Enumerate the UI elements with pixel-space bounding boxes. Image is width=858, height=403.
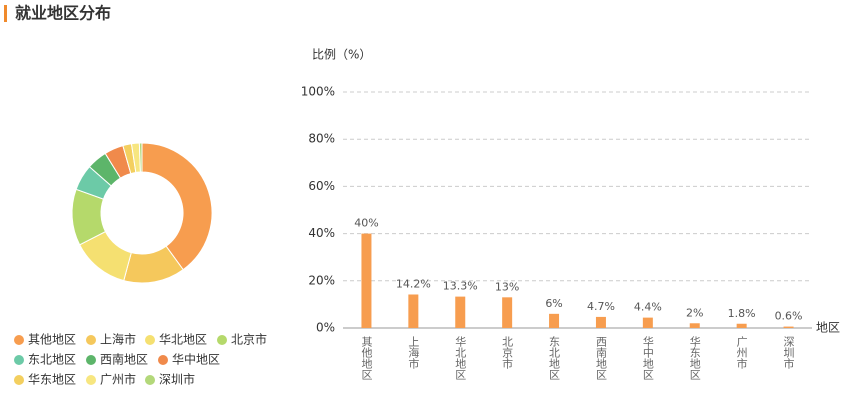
bar — [689, 323, 700, 328]
y-tick-label: 20% — [308, 273, 335, 287]
value-label: 2% — [686, 306, 703, 319]
legend-swatch — [158, 355, 168, 365]
y-tick-label: 40% — [308, 226, 335, 240]
value-label: 13% — [495, 280, 519, 293]
legend-label: 深圳市 — [159, 372, 195, 387]
pie-slice — [138, 142, 143, 173]
legend-label: 东北地区 — [28, 353, 76, 367]
value-label: 6% — [545, 297, 562, 310]
legend-label: 其他地区 — [28, 333, 76, 347]
x-tick-label: 东北地区 — [548, 336, 561, 380]
legend-swatch — [145, 375, 155, 385]
value-label: 14.2% — [396, 277, 431, 290]
y-axis-title: 比例（%） — [312, 48, 371, 62]
bar — [642, 317, 653, 328]
x-tick-label: 上海市 — [407, 336, 420, 370]
y-tick-label: 100% — [301, 85, 335, 99]
legend-label: 华中地区 — [172, 352, 220, 367]
title-accent — [4, 5, 7, 22]
value-label: 1.8% — [728, 307, 756, 320]
legend-swatch — [217, 335, 227, 345]
x-tick-label: 西南地区 — [594, 336, 607, 380]
legend-swatch — [145, 335, 155, 345]
bar — [549, 313, 560, 328]
legend-label: 华北地区 — [159, 333, 207, 347]
pie-slice — [141, 142, 213, 271]
legend-swatch — [86, 335, 96, 345]
x-tick-label: 华东地区 — [688, 335, 701, 380]
legend-label: 西南地区 — [100, 352, 148, 367]
bar — [408, 294, 419, 328]
value-label: 13.3% — [443, 280, 478, 293]
bar — [783, 326, 794, 328]
x-tick-label: 北京市 — [501, 336, 514, 370]
value-label: 4.4% — [634, 301, 662, 314]
legend-label: 北京市 — [231, 332, 267, 347]
bar — [455, 296, 466, 328]
x-tick-label: 广州市 — [735, 336, 748, 370]
legend-label: 华东地区 — [28, 373, 76, 387]
y-tick-label: 0% — [316, 321, 335, 335]
legend-swatch — [14, 335, 24, 345]
legend-label: 广州市 — [100, 372, 136, 387]
value-label: 40% — [354, 217, 378, 230]
page-title: 就业地区分布 — [15, 4, 111, 23]
legend-swatch — [14, 375, 24, 385]
x-tick-label: 其他地区 — [360, 336, 373, 380]
legend-swatch — [86, 375, 96, 385]
legend-swatch — [86, 355, 96, 365]
bar — [736, 323, 747, 328]
x-tick-label: 深圳市 — [782, 336, 795, 370]
y-tick-label: 60% — [308, 179, 335, 193]
value-label: 4.7% — [587, 300, 615, 313]
bar — [595, 316, 606, 328]
value-label: 0.6% — [775, 310, 803, 323]
x-tick-label: 华北地区 — [454, 335, 467, 380]
y-tick-label: 80% — [308, 132, 335, 146]
legend-swatch — [14, 355, 24, 365]
bar — [502, 297, 513, 328]
x-tick-label: 华中地区 — [641, 335, 654, 380]
legend-label: 上海市 — [100, 332, 136, 347]
bar — [361, 233, 372, 328]
x-axis-title: 地区 — [816, 321, 840, 335]
